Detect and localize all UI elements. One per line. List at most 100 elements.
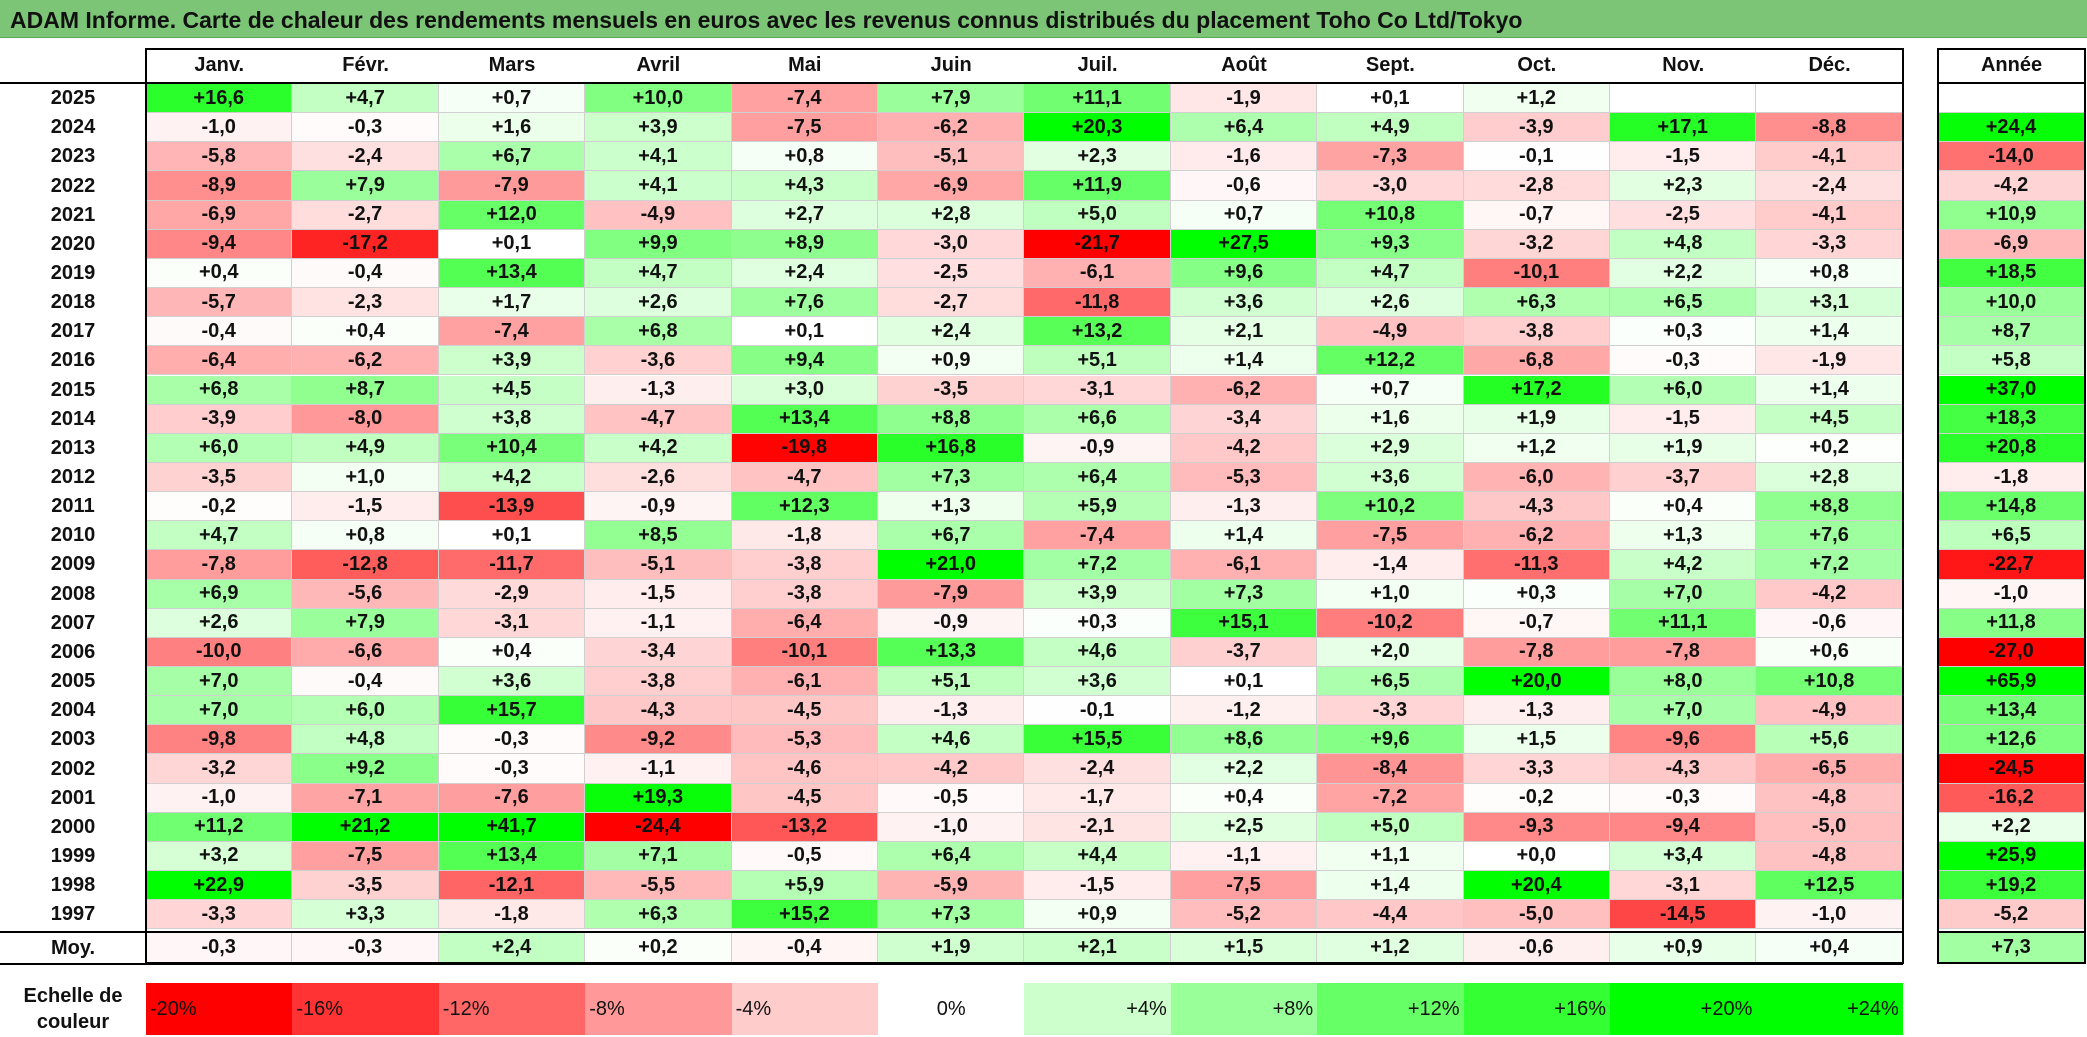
heatmap-cell: -1,0 xyxy=(146,783,293,813)
heatmap-cell: -5,1 xyxy=(585,550,732,580)
heatmap-cell: +0,4 xyxy=(1170,783,1318,813)
annual-cell: +24,4 xyxy=(1938,113,2085,143)
annual-cell: +8,7 xyxy=(1938,317,2085,347)
year-label: 2025 xyxy=(50,87,96,110)
heatmap-cell: -24,4 xyxy=(585,812,732,842)
color-scale-step: 0% xyxy=(878,983,1025,1035)
annual-cell: +65,9 xyxy=(1938,667,2085,697)
heatmap-cell: +4,1 xyxy=(585,142,732,172)
heatmap-cell: +0,2 xyxy=(1756,433,1903,463)
heatmap-cell: -8,9 xyxy=(146,171,293,201)
heatmap-cell: +2,2 xyxy=(1610,258,1757,289)
heatmap-cell: +3,8 xyxy=(438,404,586,434)
heatmap-cell: +13,4 xyxy=(731,404,878,434)
heatmap-cell: -2,3 xyxy=(292,288,439,318)
heatmap-cell: -1,5 xyxy=(292,492,439,522)
heatmap-cell: -4,7 xyxy=(585,404,732,434)
color-scale-step: -20% xyxy=(146,983,293,1035)
heatmap-cell: +1,4 xyxy=(1170,521,1318,551)
year-label: 2004 xyxy=(50,699,96,722)
heatmap-cell: -7,1 xyxy=(292,783,439,813)
heatmap-cell: -6,2 xyxy=(1170,375,1318,405)
heatmap-cell: +5,9 xyxy=(731,871,878,901)
heatmap-cell: +3,6 xyxy=(1024,667,1171,697)
heatmap-cell: +6,9 xyxy=(146,579,293,609)
annual-cell: -16,2 xyxy=(1938,783,2085,813)
heatmap-cell: +7,3 xyxy=(878,900,1025,930)
heatmap-cell: -1,4 xyxy=(1317,550,1464,580)
heatmap-cell: -3,3 xyxy=(1317,696,1464,726)
heatmap-cell: -3,8 xyxy=(731,550,878,580)
heatmap-cell: +13,4 xyxy=(438,841,586,872)
heatmap-cell: +27,5 xyxy=(1170,229,1318,259)
heatmap-cell: -1,5 xyxy=(1610,142,1757,172)
annual-cell: -4,2 xyxy=(1938,171,2085,201)
heatmap-cell: +7,0 xyxy=(1610,696,1757,726)
heatmap-cell: +0,4 xyxy=(146,258,293,289)
heatmap-cell: +8,6 xyxy=(1170,725,1318,755)
heatmap-cell: +1,1 xyxy=(1317,841,1464,872)
heatmap-cell: -12,1 xyxy=(438,871,586,901)
heatmap-cell: -4,3 xyxy=(1610,754,1757,784)
heatmap-cell: -2,7 xyxy=(878,288,1025,318)
year-label: 2009 xyxy=(50,553,96,576)
annual-cell: +12,6 xyxy=(1938,725,2085,755)
heatmap-cell: -4,1 xyxy=(1756,200,1903,230)
heatmap-cell: -5,2 xyxy=(1170,900,1318,930)
heatmap-cell: +0,6 xyxy=(1756,637,1903,667)
heatmap-cell: +1,3 xyxy=(1610,521,1757,551)
year-label: 2001 xyxy=(50,786,96,809)
heatmap-cell: +10,8 xyxy=(1317,200,1464,230)
heatmap-cell: +7,9 xyxy=(292,171,439,201)
heatmap-cell: -5,1 xyxy=(878,142,1025,172)
heatmap-cell: -0,4 xyxy=(292,258,439,289)
color-scale-step: +16% xyxy=(1463,983,1610,1035)
heatmap-cell: +15,5 xyxy=(1024,725,1171,755)
heatmap-cell: +5,9 xyxy=(1024,492,1171,522)
heatmap-cell: +2,0 xyxy=(1317,637,1464,667)
heatmap-cell: -1,1 xyxy=(1170,841,1318,872)
heatmap-cell: +1,0 xyxy=(292,462,439,493)
heatmap-cell xyxy=(1756,84,1903,114)
heatmap-cell: -3,5 xyxy=(878,375,1025,405)
month-header: Juil. xyxy=(1077,53,1118,76)
heatmap-cell: -3,7 xyxy=(1170,637,1318,667)
heatmap-cell: -9,4 xyxy=(1610,812,1757,842)
heatmap-cell: -0,6 xyxy=(1170,171,1318,201)
heatmap-cell: +2,6 xyxy=(1317,288,1464,318)
annual-cell: +14,8 xyxy=(1938,492,2085,522)
month-header: Mai xyxy=(788,53,822,76)
annual-cell: +6,5 xyxy=(1938,521,2085,551)
heatmap-cell: +4,8 xyxy=(292,725,439,755)
heatmap-cell: -2,9 xyxy=(438,579,586,609)
heatmap-cell: +12,0 xyxy=(438,200,586,230)
heatmap-cell: +0,3 xyxy=(1463,579,1610,609)
heatmap-cell: +6,3 xyxy=(1463,288,1610,318)
heatmap-cell: -7,8 xyxy=(146,550,293,580)
heatmap-cell: -5,3 xyxy=(731,725,878,755)
heatmap-cell: -12,8 xyxy=(292,550,439,580)
heatmap-cell: +2,1 xyxy=(1170,317,1318,347)
average-cell: +2,1 xyxy=(1024,933,1171,964)
heatmap-cell: +6,8 xyxy=(146,375,293,405)
average-cell: +1,2 xyxy=(1317,933,1464,964)
heatmap-cell: -0,9 xyxy=(878,608,1025,638)
heatmap-cell: -1,6 xyxy=(1170,142,1318,172)
year-label: 2008 xyxy=(50,582,96,605)
heatmap-cell: -7,4 xyxy=(1024,521,1171,551)
heatmap-cell: +2,3 xyxy=(1024,142,1171,172)
heatmap-cell: +3,4 xyxy=(1610,841,1757,872)
heatmap-cell: -7,9 xyxy=(438,171,586,201)
heatmap-cell: +20,0 xyxy=(1463,667,1610,697)
heatmap-cell: -1,3 xyxy=(585,375,732,405)
year-label: 2022 xyxy=(50,174,96,197)
year-label: 2017 xyxy=(50,320,96,343)
heatmap-cell: +6,3 xyxy=(585,900,732,930)
heatmap-cell: +3,6 xyxy=(1170,288,1318,318)
year-label: 2005 xyxy=(50,670,96,693)
heatmap-cell: -7,5 xyxy=(1317,521,1464,551)
heatmap-cell: +2,4 xyxy=(878,317,1025,347)
heatmap-cell: -9,6 xyxy=(1610,725,1757,755)
heatmap-cell: -0,5 xyxy=(731,841,878,872)
heatmap-cell: +12,2 xyxy=(1317,346,1464,376)
